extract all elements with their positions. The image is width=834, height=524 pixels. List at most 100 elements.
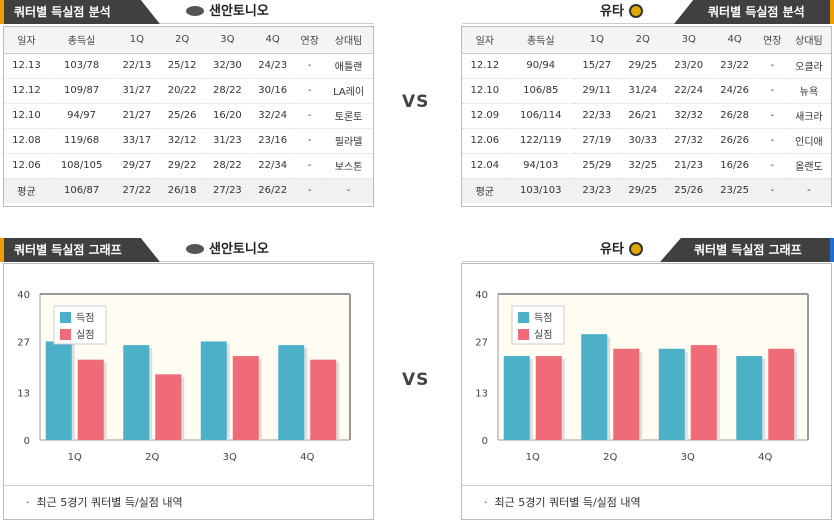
average-row: 평균 103/103 23/23 29/25 25/26 23/25- - <box>462 178 831 203</box>
table-cell: 26/22 <box>250 178 296 203</box>
bar-scored <box>45 341 72 440</box>
spurs-logo-icon <box>186 243 204 254</box>
table-cell: 16/26 <box>711 153 758 179</box>
jazz-logo-icon <box>628 3 643 18</box>
table-cell: 26/26 <box>711 128 758 154</box>
table-cell: 108/105 <box>48 153 115 179</box>
table-cell: 26/21 <box>619 103 666 129</box>
table-cell: 애틀랜 <box>324 53 373 79</box>
table-cell: - <box>295 128 325 154</box>
column-header: 연장 <box>295 27 325 54</box>
table-cell: - <box>757 53 787 79</box>
table-cell: 23/25 <box>711 178 758 203</box>
column-header: 연장 <box>757 27 787 54</box>
table-cell: 29/25 <box>619 53 666 79</box>
table-cell: 15/27 <box>573 53 620 79</box>
table-cell: 21/23 <box>665 153 712 179</box>
x-tick-label: 4Q <box>300 452 314 463</box>
table-row: 12.12 90/94 15/27 29/25 23/20 23/22- 오클라 <box>462 53 831 79</box>
bar-conceded <box>768 348 795 440</box>
graph-note: · 최근 5경기 쿼터별 득/실점 내역 <box>484 496 641 509</box>
left-graph-panel: 0 13 27 40 1Q 2Q 3Q 4Q 득점 실점 · 최근 5경기 쿼터별 득/실점 내역 <box>3 263 374 520</box>
average-row: 평균 106/87 27/22 26/18 27/23 26/22- - <box>4 178 373 203</box>
bar-scored <box>503 356 530 440</box>
right-score-table-frame <box>461 26 832 207</box>
table-cell: 25/29 <box>573 153 620 179</box>
table-cell: 24/26 <box>711 78 758 104</box>
y-tick-label: 13 <box>17 389 30 400</box>
y-tick-label: 40 <box>17 290 30 301</box>
divider <box>160 23 374 24</box>
table-row: 12.04 94/103 25/29 32/25 21/23 16/26- 올랜도 <box>462 153 831 179</box>
left-score-table: 일자 총득실 1Q 2Q 3Q 4Q 연장 상대팀 12.13 103/78 22/13 25/12… <box>4 27 373 203</box>
table-cell: 32/30 <box>204 53 251 79</box>
table-cell: 27/23 <box>204 178 251 203</box>
legend-label: 실점 <box>534 329 552 341</box>
divider <box>462 485 831 486</box>
table-cell: 103/78 <box>48 53 115 79</box>
table-cell: 12.10 <box>462 78 508 104</box>
table-cell: 28/22 <box>204 78 251 104</box>
y-tick-label: 27 <box>17 337 30 348</box>
left-score-table-frame <box>3 26 374 207</box>
table-cell: 오클라 <box>786 53 831 79</box>
table-cell: - <box>757 78 787 104</box>
table-row: 12.10 94/97 21/27 25/26 16/20 32/24- 토론토 <box>4 103 373 129</box>
table-cell: 12.12 <box>4 78 49 104</box>
table-cell: 23/16 <box>250 128 296 154</box>
x-tick-label: 1Q <box>526 452 540 463</box>
jazz-logo-icon <box>628 241 643 256</box>
table-cell: 30/16 <box>250 78 296 104</box>
vs-label: VS <box>402 92 430 112</box>
left-analysis-tab: 쿼터별 득실점 분석 <box>0 0 160 24</box>
table-cell: 12.12 <box>462 53 508 79</box>
column-header: 4Q <box>711 27 758 54</box>
column-header: 3Q <box>665 27 712 54</box>
column-header: 1Q <box>573 27 620 54</box>
column-header: 일자 <box>462 27 508 54</box>
bar-conceded <box>310 359 337 440</box>
legend-swatch <box>60 329 71 340</box>
table-cell: 26/18 <box>159 178 205 203</box>
column-header: 총득실 <box>48 27 115 54</box>
table-cell: 106/114 <box>507 103 574 129</box>
table-cell: 12.10 <box>4 103 49 129</box>
column-header: 4Q <box>250 27 296 54</box>
right-graph-tab: 쿼터별 득실점 그래프 <box>660 238 834 262</box>
table-cell: 122/119 <box>507 128 574 154</box>
table-cell: 25/26 <box>159 103 205 129</box>
table-cell: 27/22 <box>114 178 160 203</box>
divider <box>160 261 374 262</box>
y-tick-label: 27 <box>475 337 488 348</box>
table-cell: 25/12 <box>159 53 205 79</box>
table-row: 12.06 108/105 29/27 29/22 28/22 22/34- 보스톤 <box>4 153 373 179</box>
table-cell: - <box>757 128 787 154</box>
y-tick-label: 13 <box>475 389 488 400</box>
table-cell: 인디애 <box>786 128 831 154</box>
table-cell: - <box>757 178 787 203</box>
right-graph-team-name: 유타 <box>600 238 643 262</box>
table-cell: 27/32 <box>665 128 712 154</box>
table-cell: 25/26 <box>665 178 712 203</box>
table-cell: 12.06 <box>462 128 508 154</box>
table-cell: 12.08 <box>4 128 49 154</box>
table-row: 12.09 106/114 22/33 26/21 32/32 26/28- 새크라 <box>462 103 831 129</box>
table-row: 12.10 106/85 29/11 31/24 22/24 24/26- 뉴욕 <box>462 78 831 104</box>
table-cell: 22/34 <box>250 153 296 179</box>
table-cell: - <box>757 103 787 129</box>
table-cell: 90/94 <box>507 53 574 79</box>
table-cell: 23/23 <box>573 178 620 203</box>
divider <box>462 23 674 24</box>
legend-swatch <box>60 312 71 323</box>
table-cell: 평균 <box>4 178 49 203</box>
table-cell: 22/33 <box>573 103 620 129</box>
table-cell: 22/24 <box>665 78 712 104</box>
table-cell: 새크라 <box>786 103 831 129</box>
table-cell: 뉴욕 <box>786 78 831 104</box>
table-cell: - <box>324 178 373 203</box>
table-cell: 103/103 <box>507 178 574 203</box>
graph-note: · 최근 5경기 쿼터별 득/실점 내역 <box>26 496 183 509</box>
table-cell: 24/23 <box>250 53 296 79</box>
table-cell: - <box>786 178 831 203</box>
